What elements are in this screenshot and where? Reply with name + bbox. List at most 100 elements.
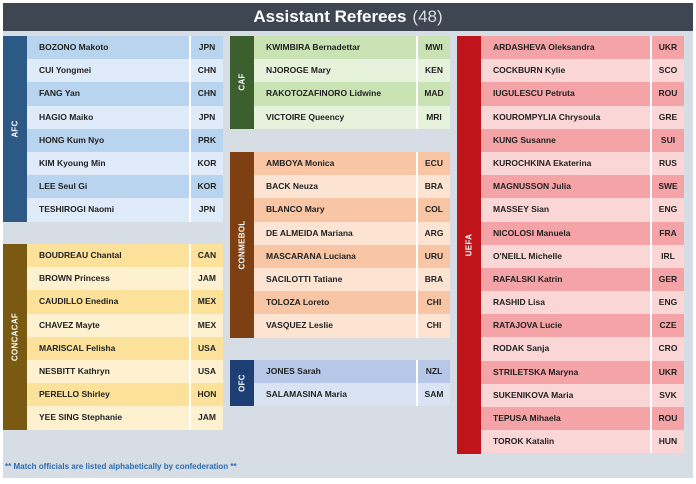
referee-row: TOLOZA Loreto CHI <box>254 291 450 315</box>
concacaf-label: CONCACAF <box>10 312 20 361</box>
country-code: SVK <box>650 383 684 407</box>
referee-row: CHAVEZ Mayte MEX <box>27 313 223 337</box>
referee-name: TOLOZA Loreto <box>266 297 330 308</box>
referee-name: BOUDREAU Chantal <box>39 250 122 260</box>
referee-name: O'NEILL Michelle <box>493 250 562 261</box>
country-code: ROU <box>650 407 684 431</box>
conmebol-referee-list: AMBOYA Monica ECU BACK Neuza BRA BLANCO Mary… <box>254 152 450 338</box>
country-code: URU <box>416 244 450 268</box>
referee-row: NICOLOSI Manuela FRA <box>481 221 684 245</box>
referee-row: NJOROGE Mary KEN <box>254 59 450 83</box>
referee-row: STRILETSKA Maryna UKR <box>481 360 684 384</box>
country-code: CRO <box>650 337 684 361</box>
referee-row: KUROCHKINA Ekaterina RUS <box>481 151 684 176</box>
referee-row: HAGIO Maiko JPN <box>27 105 223 129</box>
country-code: ENG <box>650 291 684 315</box>
referee-name: TESHIROGI Naomi <box>39 204 115 215</box>
country-code: PRK <box>189 128 223 152</box>
referee-row: CUI Yongmei CHN <box>27 59 223 83</box>
referee-row: LEE Seul Gi KOR <box>27 175 223 199</box>
referee-row: RATAJOVA Lucie CZE <box>481 314 684 338</box>
country-code: ECU <box>416 152 450 176</box>
referee-row: CAUDILLO Enedina MEX <box>27 290 223 314</box>
referee-row: COCKBURN Kylie SCO <box>481 59 684 83</box>
referee-name: CAUDILLO Enedina <box>39 296 119 307</box>
referee-name: MASCARANA Luciana <box>266 250 356 261</box>
referee-row: NESBITT Kathryn USA <box>27 359 223 384</box>
ofc-label: OFC <box>237 374 247 393</box>
referee-name: STRILETSKA Maryna <box>493 366 579 377</box>
country-code: JPN <box>189 105 223 129</box>
referee-row: VICTOIRE Queency MRI <box>254 105 450 129</box>
country-code: UKR <box>650 360 684 384</box>
country-code: IRL <box>650 244 684 268</box>
referee-row: FANG Yan CHN <box>27 82 223 106</box>
referee-row: PERELLO Shirley HON <box>27 383 223 407</box>
country-code: COL <box>416 198 450 222</box>
referee-row: IUGULESCU Petruta ROU <box>481 82 684 106</box>
caf-referee-list: KWIMBIRA Bernadettar MWI NJOROGE Mary KEN RA… <box>254 36 450 129</box>
country-code: HUN <box>650 430 684 454</box>
referee-name: KUNG Susanne <box>493 134 556 145</box>
referee-row: MARISCAL Felisha USA <box>27 336 223 360</box>
country-code: SWE <box>650 175 684 199</box>
country-code: CHN <box>189 82 223 106</box>
referee-name: COCKBURN Kylie <box>493 65 566 76</box>
referee-name: FANG Yan <box>39 88 80 99</box>
conmebol-label: CONMEBOL <box>237 220 247 270</box>
referee-name: VICTOIRE Queency <box>266 111 345 122</box>
footer-note: ** Match officials are listed alphabetic… <box>5 462 237 471</box>
country-code: MRI <box>416 105 450 129</box>
referee-row: TESHIROGI Naomi JPN <box>27 198 223 222</box>
referee-row: MASSEY Sian ENG <box>481 198 684 222</box>
referee-row: BLANCO Mary COL <box>254 198 450 222</box>
referee-name: HONG Kum Nyo <box>39 134 105 145</box>
country-code: JPN <box>189 36 223 60</box>
referee-row: SALAMASINA Maria SAM <box>254 383 450 407</box>
country-code: KEN <box>416 59 450 83</box>
country-code: RUS <box>650 151 684 176</box>
referee-name: RODAK Sanja <box>493 343 550 354</box>
confederation-concacaf: CONCACAF BOUDREAU Chantal CAN BROWN Princes… <box>3 244 223 430</box>
referee-name: MASSEY Sian <box>493 204 550 215</box>
referee-row: MAGNUSSON Julia SWE <box>481 175 684 199</box>
referee-name: KWIMBIRA Bernadettar <box>266 42 361 52</box>
country-code: BRA <box>416 267 450 292</box>
referee-name: RATAJOVA Lucie <box>493 320 563 331</box>
afc-band: AFC <box>3 36 27 222</box>
referee-name: NESBITT Kathryn <box>39 365 110 376</box>
country-code: NZL <box>416 360 450 384</box>
country-code: SAM <box>416 383 450 407</box>
referee-row: RODAK Sanja CRO <box>481 337 684 361</box>
referee-name: MARISCAL Felisha <box>39 342 116 353</box>
referee-name: TOROK Katalin <box>493 436 555 447</box>
country-code: CAN <box>189 244 223 268</box>
referee-name: YEE SING Stephanie <box>39 412 123 423</box>
referee-name: ARDASHEVA Oleksandra <box>493 42 595 52</box>
country-code: CHI <box>416 314 450 338</box>
referee-name: JONES Sarah <box>266 366 321 376</box>
referee-row: TEPUSA Mihaela ROU <box>481 407 684 431</box>
confederation-conmebol: CONMEBOL AMBOYA Monica ECU BACK Neuza BRA BLA… <box>230 152 450 338</box>
country-code: KOR <box>189 151 223 176</box>
uefa-band: UEFA <box>457 36 481 454</box>
country-code: ROU <box>650 82 684 106</box>
referee-name: NICOLOSI Manuela <box>493 227 571 238</box>
country-code: JPN <box>189 198 223 222</box>
referee-name: DE ALMEIDA Mariana <box>266 227 353 238</box>
referee-name: KUROCHKINA Ekaterina <box>493 157 592 168</box>
referee-name: CHAVEZ Mayte <box>39 319 100 330</box>
referee-row: KWIMBIRA Bernadettar MWI <box>254 36 450 60</box>
concacaf-referee-list: BOUDREAU Chantal CAN BROWN Princess JAM CAUD… <box>27 244 223 430</box>
country-code: UKR <box>650 36 684 60</box>
referee-name: BACK Neuza <box>266 181 318 192</box>
uefa-referee-list: ARDASHEVA Oleksandra UKR COCKBURN Kylie SCO… <box>481 36 684 454</box>
concacaf-band: CONCACAF <box>3 244 27 430</box>
referee-name: SUKENIKOVA Maria <box>493 389 574 400</box>
referee-row: RAFALSKI Katrin GER <box>481 267 684 292</box>
country-code: MEX <box>189 290 223 314</box>
country-code: CHI <box>416 291 450 315</box>
confederation-uefa: UEFA ARDASHEVA Oleksandra UKR COCKBURN Kyli… <box>457 36 684 454</box>
ofc-referee-list: JONES Sarah NZL SALAMASINA Maria SAM <box>254 360 450 407</box>
referee-row: DE ALMEIDA Mariana ARG <box>254 221 450 245</box>
